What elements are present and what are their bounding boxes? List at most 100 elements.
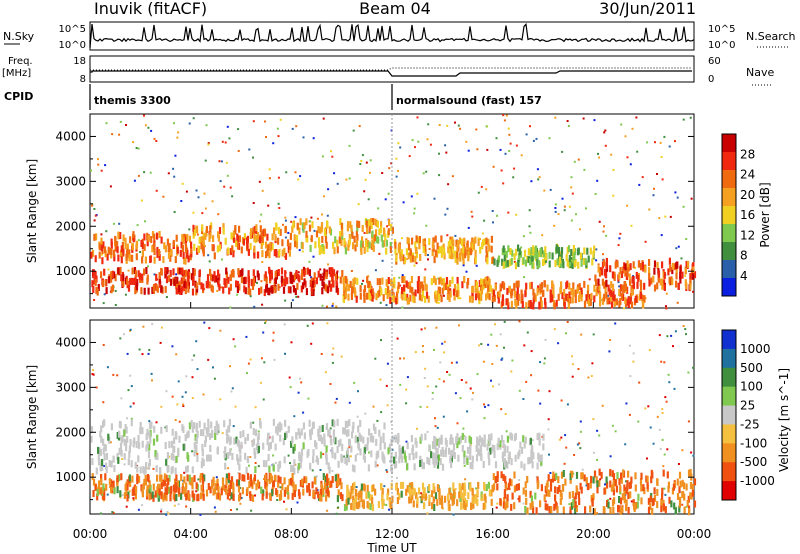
heatmap-cell: [310, 342, 313, 345]
heatmap-cell: [482, 360, 485, 363]
heatmap-cell: [274, 461, 277, 464]
heatmap-cell: [549, 484, 553, 492]
heatmap-cell: [153, 273, 156, 276]
heatmap-cell: [92, 490, 95, 497]
heatmap-cell: [182, 277, 185, 285]
heatmap-cell: [292, 481, 295, 489]
heatmap-cell: [156, 434, 159, 442]
power-colorbar-swatch: [722, 278, 736, 297]
heatmap-cell: [579, 482, 582, 490]
heatmap-cell: [423, 240, 426, 248]
heatmap-cell: [390, 421, 393, 423]
heatmap-cell: [437, 246, 440, 254]
heatmap-cell: [146, 428, 149, 436]
heatmap-cell: [218, 227, 222, 235]
heatmap-cell: [585, 294, 588, 302]
heatmap-cell: [603, 281, 606, 289]
heatmap-cell: [225, 267, 228, 275]
heatmap-cell: [168, 441, 171, 449]
heatmap-cell: [318, 240, 321, 248]
heatmap-cell: [444, 495, 447, 503]
heatmap-cell: [172, 239, 175, 247]
heatmap-cell: [251, 283, 255, 290]
heatmap-cell: [583, 280, 586, 288]
heatmap-cell: [102, 447, 105, 455]
heatmap-cell: [461, 238, 464, 246]
heatmap-cell: [339, 492, 343, 500]
heatmap-cell: [171, 395, 174, 398]
heatmap-cell: [508, 285, 511, 293]
heatmap-cell: [530, 180, 533, 183]
heatmap-cell: [417, 276, 420, 284]
heatmap-cell: [155, 140, 158, 142]
heatmap-cell: [158, 272, 161, 280]
heatmap-cell: [362, 436, 365, 444]
heatmap-cell: [176, 246, 179, 254]
heatmap-cell: [638, 183, 641, 186]
heatmap-cell: [397, 169, 400, 172]
heatmap-cell: [578, 291, 582, 299]
heatmap-cell: [154, 449, 157, 457]
heatmap-cell: [329, 284, 332, 292]
heatmap-cell: [426, 456, 429, 464]
heatmap-cell: [156, 246, 159, 254]
heatmap-cell: [412, 295, 415, 303]
heatmap-cell: [312, 456, 315, 464]
heatmap-cell: [422, 345, 424, 347]
heatmap-cell: [635, 116, 638, 119]
heatmap-cell: [460, 379, 463, 381]
heatmap-cell: [660, 498, 663, 506]
heatmap-cell: [518, 495, 521, 503]
heatmap-cell: [587, 255, 590, 263]
heatmap-cell: [264, 241, 268, 249]
heatmap-cell: [93, 208, 96, 210]
heatmap-cell: [597, 263, 600, 266]
heatmap-cell: [633, 503, 636, 510]
power-colorbar-swatch: [722, 152, 736, 171]
heatmap-cell: [488, 244, 491, 252]
heatmap-cell: [229, 365, 231, 368]
heatmap-cell: [457, 289, 460, 297]
heatmap-cell: [678, 505, 681, 513]
heatmap-cell: [186, 270, 189, 278]
heatmap-cell: [226, 174, 229, 177]
heatmap-cell: [326, 509, 329, 512]
heatmap-cell: [414, 146, 416, 149]
heatmap-cell: [685, 483, 688, 491]
heatmap-cell: [368, 293, 371, 301]
heatmap-cell: [169, 254, 172, 262]
heatmap-cell: [144, 474, 147, 482]
heatmap-cell: [458, 237, 462, 245]
heatmap-cell: [605, 476, 608, 484]
heatmap-cell: [520, 446, 524, 454]
heatmap-cell: [667, 268, 670, 276]
heatmap-cell: [469, 484, 472, 492]
heatmap-cell: [394, 434, 397, 442]
heatmap-cell: [544, 338, 547, 341]
heatmap-cell: [360, 483, 363, 491]
heatmap-cell: [135, 441, 138, 449]
heatmap-cell: [97, 158, 99, 161]
heatmap-cell: [636, 501, 639, 509]
heatmap-cell: [401, 276, 404, 283]
heatmap-cell: [544, 246, 547, 254]
heatmap-cell: [673, 387, 676, 390]
heatmap-cell: [468, 295, 472, 303]
heatmap-cell: [641, 300, 644, 308]
heatmap-cell: [447, 183, 450, 186]
heatmap-cell: [300, 285, 303, 293]
heatmap-cell: [524, 436, 527, 444]
heatmap-cell: [357, 390, 359, 393]
heatmap-cell: [210, 273, 213, 281]
heatmap-cell: [120, 436, 123, 444]
heatmap-cell: [284, 299, 287, 302]
heatmap-cell: [139, 427, 142, 435]
heatmap-cell: [146, 441, 149, 449]
heatmap-cell: [90, 251, 93, 259]
time-tick-label: 00:00: [73, 527, 108, 541]
heatmap-cell: [476, 442, 479, 450]
heatmap-cell: [624, 263, 627, 271]
heatmap-cell: [688, 508, 691, 516]
heatmap-cell: [547, 428, 550, 431]
